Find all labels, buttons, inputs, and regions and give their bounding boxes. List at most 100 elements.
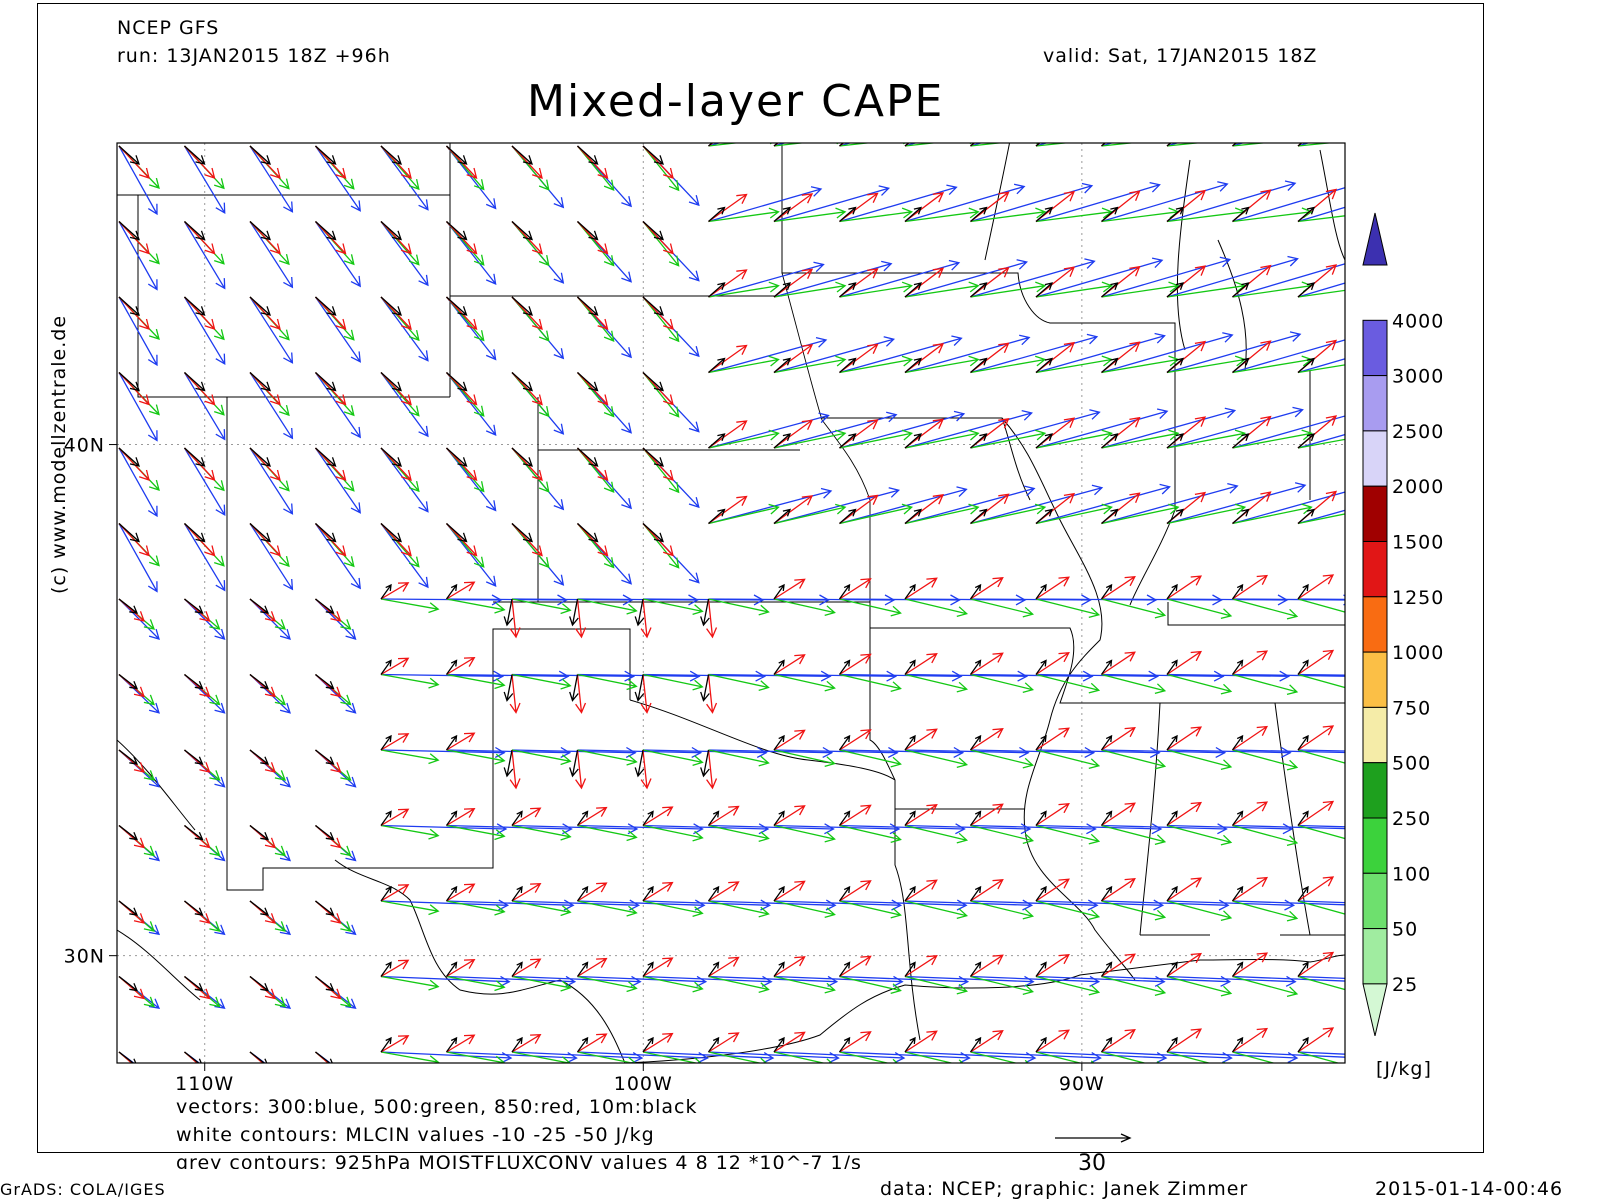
wind-500hpa-vector <box>1297 900 1345 915</box>
wind-850hpa-vector <box>904 955 938 978</box>
wind-10m-vector <box>1035 583 1047 600</box>
wind-500hpa-vector <box>1035 749 1101 770</box>
wind-10m-vector <box>707 961 720 977</box>
wind-10m-vector <box>642 372 664 392</box>
wind-850hpa-vector <box>970 803 1004 827</box>
wind-10m-vector <box>839 357 857 373</box>
wind-10m-vector <box>445 1036 458 1053</box>
wind-10m-vector <box>1035 961 1047 977</box>
wind-10m-vector <box>904 961 916 977</box>
wind-10m-vector <box>1297 206 1316 222</box>
wind-10m-vector <box>445 583 458 600</box>
wind-10m-vector <box>380 296 402 316</box>
wind-850hpa-vector <box>577 957 608 978</box>
wind-500hpa-vector <box>773 429 847 449</box>
wind-500hpa-vector <box>511 824 572 841</box>
wind-500hpa-vector <box>1035 598 1101 619</box>
wind-10m-vector <box>838 583 851 600</box>
wind-300hpa-vector <box>1101 899 1230 911</box>
wind-10m-vector <box>1035 357 1054 373</box>
legend-level-label: 750 <box>1392 697 1431 719</box>
wind-500hpa-vector <box>839 281 914 298</box>
wind-300hpa-vector <box>708 670 832 682</box>
wind-850hpa-vector <box>773 880 806 902</box>
wind-500hpa-vector <box>1166 975 1233 997</box>
wind-10m-vector <box>1100 734 1113 751</box>
wind-10m-vector <box>380 734 392 751</box>
wind-300hpa-vector <box>1232 186 1345 223</box>
wind-300hpa-vector <box>183 447 226 517</box>
wind-500hpa-vector <box>642 673 704 691</box>
wind-10m-vector <box>446 447 468 467</box>
wind-500hpa-vector <box>1232 824 1299 847</box>
wind-850hpa-vector <box>1035 1029 1070 1053</box>
wind-500hpa-vector <box>511 749 572 766</box>
wind-10m-vector <box>707 810 720 826</box>
wind-500hpa-vector <box>511 598 572 615</box>
wind-10m-vector <box>184 824 204 841</box>
wind-500hpa-vector <box>970 975 1035 996</box>
wind-300hpa-vector <box>970 670 1094 682</box>
wind-850hpa-vector <box>446 808 476 827</box>
wind-300hpa-vector <box>904 823 1032 835</box>
wind-850hpa-vector <box>1232 143 1238 147</box>
wind-300hpa-vector <box>314 145 361 212</box>
wind-10m-vector <box>118 598 139 614</box>
wind-10m-vector <box>577 447 599 467</box>
wind-500hpa-vector <box>1101 503 1180 525</box>
wind-500hpa-vector <box>1166 429 1247 449</box>
wind-850hpa-vector <box>839 804 872 827</box>
wind-300hpa-vector <box>1101 746 1227 758</box>
wind-10m-vector <box>969 659 982 675</box>
wind-500hpa-vector <box>904 1051 964 1063</box>
wind-10m-vector <box>511 447 533 467</box>
wind-10m-vector <box>503 674 514 702</box>
legend-color-swatch <box>1362 541 1388 598</box>
wind-10m-vector <box>249 523 271 543</box>
wind-10m-vector <box>1231 961 1244 977</box>
wind-500hpa-vector <box>1166 749 1233 771</box>
wind-10m-vector <box>773 206 792 222</box>
legend-color-swatch <box>1362 762 1388 819</box>
legend-level-label: 2500 <box>1392 421 1444 443</box>
wind-500hpa-vector <box>1101 975 1167 997</box>
wind-500hpa-vector <box>904 355 980 374</box>
wind-500hpa-vector <box>708 429 780 449</box>
wind-300hpa-vector <box>183 145 226 215</box>
reference-vector-arrow <box>1055 1133 1132 1143</box>
wind-10m-vector <box>569 674 579 702</box>
legend-level-label: 2000 <box>1392 476 1444 498</box>
wind-850hpa-vector <box>773 729 806 751</box>
wind-10m-vector <box>118 145 140 165</box>
wind-300hpa-vector <box>904 143 918 147</box>
wind-500hpa-vector <box>1297 673 1345 689</box>
wind-850hpa-vector <box>1101 143 1107 147</box>
wind-10m-vector <box>1231 583 1244 600</box>
wind-300hpa-vector <box>904 485 1036 525</box>
wind-500hpa-vector <box>577 824 638 842</box>
wind-10m-vector <box>1166 282 1185 298</box>
wind-500hpa-vector <box>904 673 969 693</box>
wind-10m-vector <box>1166 734 1178 751</box>
wind-500hpa-vector <box>773 824 836 843</box>
run-info: run: 13JAN2015 18Z +96h <box>117 45 391 67</box>
wind-850hpa-vector <box>706 598 718 639</box>
wind-850hpa-vector <box>380 657 410 676</box>
wind-500hpa-vector <box>904 503 980 525</box>
wind-300hpa-vector <box>904 899 1034 911</box>
wind-500hpa-vector <box>642 523 680 569</box>
wind-850hpa-vector <box>970 728 1004 751</box>
wind-10m-vector <box>315 221 337 241</box>
wind-500hpa-vector <box>708 598 770 616</box>
wind-300hpa-vector <box>1297 824 1345 828</box>
wind-850hpa-vector <box>511 958 542 978</box>
wind-10m-vector <box>904 433 923 449</box>
wind-850hpa-vector <box>1297 800 1335 827</box>
wind-500hpa-vector <box>839 598 902 617</box>
wind-500hpa-vector <box>1035 503 1113 525</box>
wind-850hpa-vector <box>839 1031 872 1053</box>
wind-850hpa-vector <box>1166 877 1203 902</box>
wind-850hpa-vector <box>773 578 806 600</box>
lat-lon-gridlines <box>117 143 1345 1063</box>
wind-300hpa-vector <box>904 409 1033 449</box>
